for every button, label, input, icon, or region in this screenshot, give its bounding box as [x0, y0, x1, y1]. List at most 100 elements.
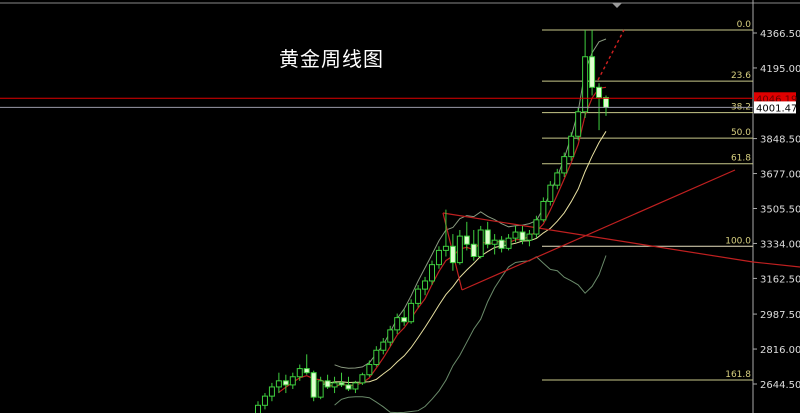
candle [582, 30, 589, 118]
candle-body-bull [547, 184, 554, 202]
candle [477, 225, 484, 259]
candle [456, 230, 463, 265]
candle [519, 225, 526, 245]
candle [352, 380, 359, 394]
candle-body-bull [568, 135, 575, 158]
candle-body-bull [373, 349, 380, 366]
candle [289, 372, 296, 389]
candle-body-bull [275, 380, 282, 388]
candle [359, 372, 366, 385]
candle-body-bull [296, 368, 303, 378]
candle [324, 374, 331, 389]
candle-body-bull [408, 302, 415, 323]
candle-body-bull [352, 382, 359, 390]
candle [345, 376, 352, 392]
y-tick-label: 3848.50 [760, 135, 800, 146]
candle-body-bear [303, 368, 310, 374]
chart-title: 黄金周线图 [279, 47, 384, 71]
candle-body-bull [442, 245, 449, 251]
candle [387, 325, 394, 347]
candle-body-bear [463, 235, 470, 245]
candle [338, 372, 345, 387]
candle [401, 309, 408, 326]
scroll-marker-icon[interactable] [612, 3, 622, 8]
candle-body-bull [512, 231, 519, 239]
candle [561, 152, 568, 178]
candle-body-bear [310, 372, 317, 398]
candle [540, 197, 547, 222]
candle [491, 234, 498, 255]
candle-body-bear [484, 229, 491, 245]
candle [394, 313, 401, 334]
candle [589, 30, 596, 96]
candle [268, 382, 275, 402]
candle [310, 370, 317, 402]
candles [255, 30, 609, 413]
candle [554, 168, 561, 190]
candle-body-bear [449, 245, 456, 264]
price-tag [754, 101, 796, 114]
candle-body-bull [394, 317, 401, 331]
candle-body-bull [582, 56, 589, 113]
fib-level-label: 23.6 [731, 71, 751, 81]
price-tag-label: 4001.47 [756, 103, 797, 114]
candle-body-bear [589, 56, 596, 88]
candle [435, 246, 442, 269]
y-tick-label: 3677.00 [760, 170, 800, 181]
y-tick-label: 4366.50 [760, 29, 800, 40]
candle [255, 401, 261, 413]
candle-body-bull [526, 233, 533, 241]
candle [568, 132, 575, 161]
candle-body-bull [317, 380, 324, 398]
candle-body-bear [401, 317, 408, 323]
candle [470, 230, 477, 261]
candle [317, 376, 324, 400]
candle [415, 285, 422, 308]
y-tick-label: 2987.50 [760, 310, 800, 321]
descending-trendline-ext [752, 261, 800, 268]
candle-body-bear [603, 97, 609, 108]
candle [296, 364, 303, 381]
candle-body-bull [415, 288, 422, 304]
candle-body-bull [456, 235, 463, 264]
candle-body-bear [338, 382, 345, 386]
y-tick-label: 4195.00 [760, 64, 800, 75]
candle-body-bear [282, 380, 289, 386]
candle [505, 234, 512, 251]
candle-body-bull [491, 239, 498, 245]
candle-body-bull [435, 249, 442, 266]
candle [575, 107, 582, 141]
bollinger-lower [334, 255, 607, 413]
candle-body-bull [533, 219, 540, 235]
fib-level-label: 0.0 [737, 20, 752, 30]
price-tag-label: 4046.19 [756, 94, 797, 105]
candle [449, 234, 456, 271]
candle-body-bull [477, 229, 484, 257]
candle-body-bull [268, 386, 275, 397]
candle [422, 276, 429, 296]
candle [484, 221, 491, 249]
candle [442, 209, 449, 257]
candle-body-bear [498, 239, 505, 249]
candle-body-bear [324, 380, 331, 388]
candle-body-bull [554, 172, 561, 186]
y-tick-label: 3334.00 [760, 239, 800, 250]
candle-body-bull [429, 264, 435, 282]
candle-body-bull [255, 404, 261, 413]
candle-body-bull [359, 374, 366, 384]
candle-body-bear [345, 384, 352, 390]
ma5-line [278, 86, 607, 393]
descending-trendline[interactable] [442, 212, 754, 263]
candle-body-bear [596, 86, 603, 99]
candle-body-bear [519, 231, 526, 241]
price-tag [754, 92, 796, 105]
candle [282, 374, 289, 394]
ascending-trendline[interactable] [461, 169, 736, 291]
candle-body-bull [331, 382, 338, 388]
projected-ma-line [597, 29, 625, 81]
candle [380, 338, 387, 355]
